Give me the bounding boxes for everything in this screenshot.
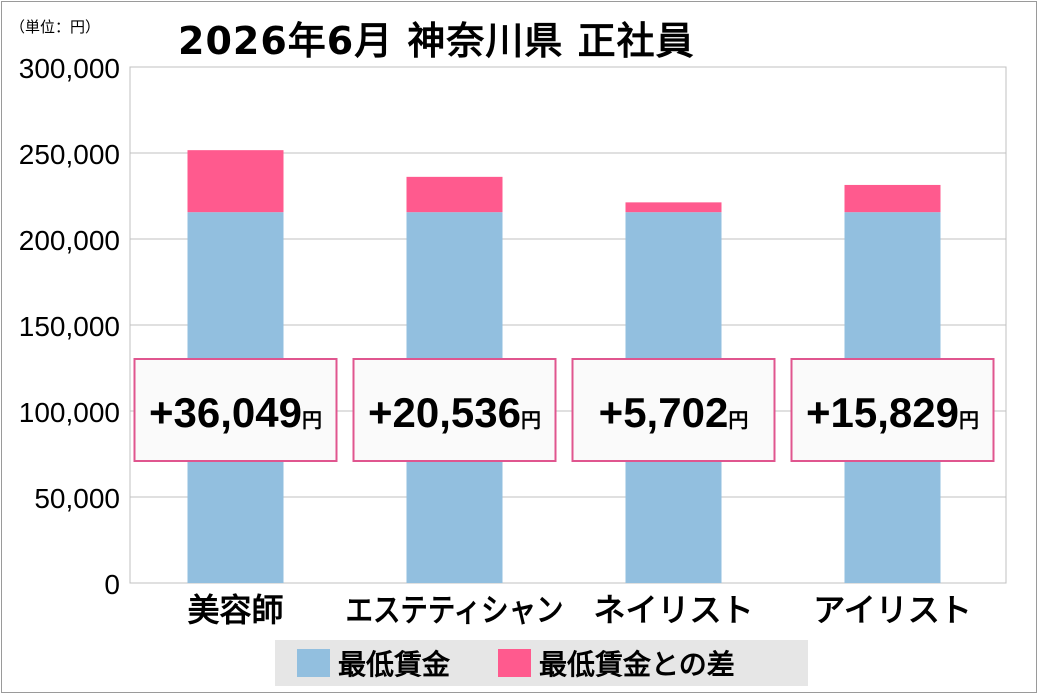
callout-box	[790, 358, 995, 462]
y-tick-label: 50,000	[34, 483, 120, 514]
stacked-bar-chart: 0 50,000 100,000 150,000 200,000 250,000 300,0…	[19, 53, 1007, 629]
callout-value: +20,536円	[368, 389, 541, 436]
callout-box	[133, 358, 338, 462]
callout-unit: 円	[959, 408, 979, 432]
legend-item-base: 最低賃金	[297, 643, 450, 683]
legend-swatch-base	[297, 649, 330, 677]
legend-item-diff: 最低賃金との差	[498, 643, 735, 683]
legend-swatch-diff	[498, 649, 532, 677]
bar-diff	[187, 150, 284, 213]
x-tick-label: エステティシャン	[346, 591, 564, 629]
callout-unit: 円	[302, 408, 322, 432]
y-tick-label: 300,000	[19, 53, 120, 84]
chart-title: 2026年6月 神奈川県 正社員	[178, 19, 695, 63]
x-axis-labels: 美容師 エステティシャン ネイリスト アイリスト	[187, 591, 971, 629]
y-tick-label: 250,000	[19, 139, 120, 170]
bar-diff	[625, 202, 722, 213]
unit-label: （単位：円）	[10, 18, 101, 36]
callout-value: +15,829円	[806, 389, 979, 436]
y-tick-label: 200,000	[19, 225, 120, 256]
callout-number: +15,829	[806, 389, 959, 436]
legend-label-diff: 最低賃金との差	[539, 648, 735, 681]
callout-number: +5,702	[599, 389, 729, 436]
callout-value: +36,049円	[149, 389, 322, 436]
y-tick-label: 0	[104, 569, 120, 600]
callouts: +36,049円 +20,536円 +5,702円 +15,829円	[133, 358, 995, 462]
y-tick-label: 100,000	[19, 397, 120, 428]
callout-number: +36,049	[149, 389, 302, 436]
bar-diff	[844, 184, 941, 213]
y-axis: 0 50,000 100,000 150,000 200,000 250,000 300,0…	[19, 53, 120, 600]
y-tick-label: 150,000	[19, 311, 120, 342]
legend-label-base: 最低賃金	[338, 648, 451, 681]
callout-unit: 円	[728, 408, 748, 432]
callout-unit: 円	[521, 408, 541, 432]
x-tick-label: ネイリスト	[593, 591, 753, 629]
bar-diff	[406, 176, 503, 213]
legend: 最低賃金 最低賃金との差	[275, 640, 808, 686]
callout-value: +5,702円	[599, 389, 749, 436]
callout-box	[352, 358, 557, 462]
x-tick-label: 美容師	[187, 591, 283, 629]
callout-box	[571, 358, 776, 462]
callout-number: +20,536	[368, 389, 521, 436]
x-tick-label: アイリスト	[813, 591, 971, 629]
